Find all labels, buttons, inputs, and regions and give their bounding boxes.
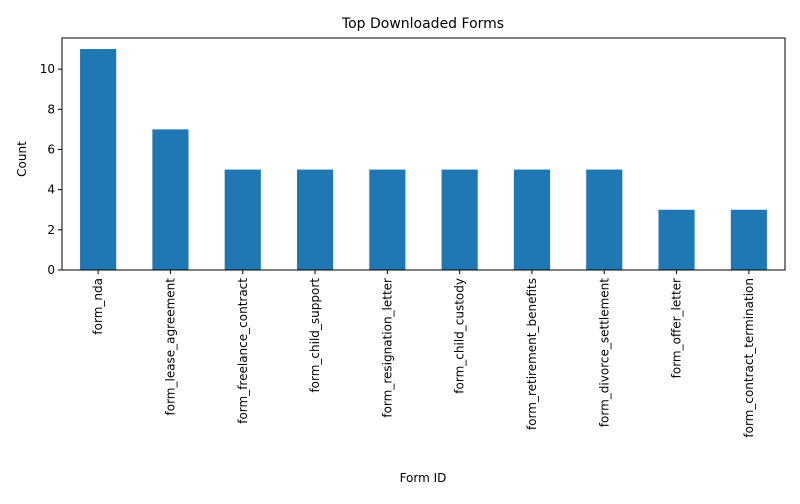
- x-tick-label: form_retirement_benefits: [525, 278, 539, 430]
- y-tick-label: 8: [47, 102, 55, 116]
- bar-form-contract-termination: [730, 209, 767, 270]
- y-tick-label: 6: [47, 142, 55, 156]
- bar-form-nda: [80, 49, 117, 270]
- bar-form-retirement-benefits: [513, 169, 551, 270]
- bar-form-offer-letter: [658, 209, 695, 270]
- y-axis-label: Count: [15, 141, 29, 177]
- bar-form-child-support: [296, 169, 334, 270]
- bar-form-resignation-letter: [369, 169, 406, 270]
- x-tick-label: form_nda: [91, 278, 105, 335]
- x-tick-label: form_child_custody: [453, 278, 467, 394]
- y-tick-label: 2: [47, 223, 55, 237]
- y-tick-label: 0: [47, 263, 55, 277]
- x-tick-label: form_divorce_settlement: [597, 278, 611, 427]
- plot-frame: [61, 37, 786, 271]
- chart-title: Top Downloaded Forms: [341, 16, 504, 32]
- y-tick-label: 10: [40, 62, 55, 76]
- bar-form-lease-agreement: [152, 129, 189, 270]
- plot-area: 0 2 4 6 8 10 form_nda form_lease_agreement form_…: [40, 37, 786, 438]
- bar-form-child-custody: [441, 169, 478, 270]
- y-tick-label: 4: [47, 183, 55, 197]
- x-tick-label: form_offer_letter: [670, 278, 684, 378]
- x-tick-label: form_child_support: [308, 278, 322, 393]
- bar-form-divorce-settlement: [586, 169, 623, 270]
- x-tick-label: form_lease_agreement: [163, 278, 177, 416]
- x-tick-label: form_freelance_contract: [236, 278, 250, 424]
- x-tick-label: form_resignation_letter: [380, 278, 394, 418]
- x-axis-label: Form ID: [400, 471, 447, 485]
- x-tick-label: form_contract_termination: [742, 278, 756, 438]
- bar-form-freelance-contract: [224, 169, 261, 270]
